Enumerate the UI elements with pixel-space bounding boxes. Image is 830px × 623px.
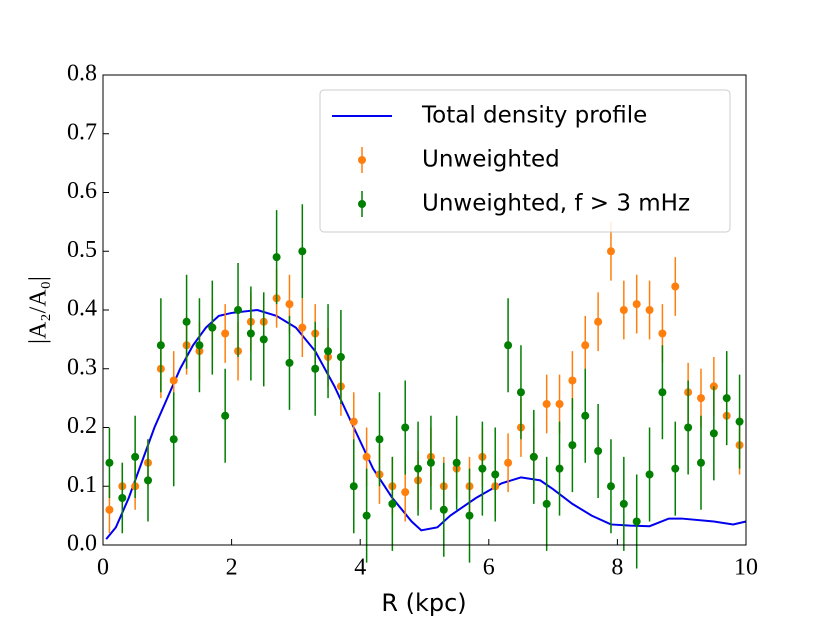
y-tick-label: 0.7	[67, 119, 97, 145]
data-point	[182, 317, 191, 326]
data-point	[645, 470, 654, 479]
data-point	[542, 400, 551, 408]
data-point	[285, 358, 294, 367]
data-point	[581, 341, 590, 350]
density-line	[105, 308, 747, 540]
data-point	[619, 306, 628, 314]
data-point	[246, 329, 255, 338]
legend-marker	[358, 200, 366, 208]
legend-label: Unweighted	[422, 147, 560, 173]
data-point	[388, 499, 397, 508]
data-point	[516, 388, 525, 397]
x-tick-label: 0	[97, 555, 109, 581]
data-point	[684, 423, 693, 432]
x-tick-label: 8	[611, 555, 623, 581]
x-axis-label: R (kpc)	[381, 589, 466, 617]
y-tick-label: 0.1	[67, 472, 97, 498]
data-point	[401, 488, 410, 497]
data-point	[658, 329, 667, 338]
x-tick-label: 6	[483, 555, 495, 581]
data-point	[696, 394, 705, 403]
data-point	[298, 247, 307, 256]
data-point	[336, 353, 345, 361]
y-tick-label: 0.8	[67, 61, 97, 87]
data-point	[169, 376, 178, 385]
data-point	[671, 464, 680, 473]
data-point	[671, 282, 680, 291]
data-point	[221, 329, 230, 338]
data-point	[504, 458, 513, 467]
data-point	[696, 458, 705, 467]
data-point	[375, 435, 384, 444]
data-point	[491, 470, 500, 479]
data-point	[272, 253, 281, 262]
data-point	[349, 417, 358, 426]
data-point	[105, 458, 114, 467]
legend-marker	[358, 156, 366, 164]
data-point	[632, 517, 641, 526]
data-point	[259, 335, 268, 344]
data-point	[568, 376, 577, 385]
data-point	[658, 388, 667, 397]
y-tick-label: 0.5	[67, 237, 97, 263]
y-tick-label: 0.0	[67, 531, 97, 557]
data-point	[606, 482, 615, 491]
data-point	[465, 511, 474, 520]
data-point	[594, 447, 603, 455]
data-point	[156, 341, 165, 350]
legend-label: Unweighted, f > 3 mHz	[422, 191, 690, 217]
data-point	[426, 458, 435, 467]
data-point	[645, 306, 654, 314]
data-point	[735, 417, 744, 426]
data-point	[529, 452, 538, 461]
data-point	[414, 464, 423, 473]
data-point	[478, 464, 487, 473]
y-axis-label: |A₂/A₀|	[26, 276, 52, 344]
data-point	[632, 300, 641, 309]
data-point	[311, 364, 320, 373]
x-tick-label: 2	[226, 555, 238, 581]
x-tick-label: 10	[734, 555, 758, 581]
data-point	[722, 394, 731, 403]
data-point	[285, 300, 294, 309]
legend-label: Total density profile	[421, 103, 647, 129]
data-point	[401, 423, 410, 432]
data-point	[568, 441, 577, 450]
data-point	[195, 341, 204, 350]
data-point	[118, 494, 127, 502]
plot-frame	[102, 74, 747, 546]
data-point	[221, 411, 230, 420]
data-point	[504, 341, 513, 350]
data-point	[362, 511, 371, 520]
data-point	[324, 347, 333, 356]
data-point	[298, 323, 307, 332]
data-point	[709, 429, 718, 438]
data-point	[105, 505, 114, 514]
y-tick-label: 0.3	[67, 354, 97, 380]
y-tick-label: 0.6	[67, 178, 97, 204]
data-point	[234, 306, 243, 314]
data-point	[555, 400, 564, 408]
legend-box	[319, 89, 731, 233]
data-point	[439, 505, 448, 514]
data-point	[606, 247, 615, 256]
data-point	[619, 499, 628, 508]
data-point	[131, 452, 140, 461]
data-point	[169, 435, 178, 444]
y-tick-label: 0.2	[67, 413, 97, 439]
x-tick-label: 4	[354, 555, 366, 581]
data-point	[144, 476, 153, 485]
data-point	[349, 482, 358, 491]
data-point	[452, 458, 461, 467]
data-point	[581, 411, 590, 420]
data-point	[208, 323, 217, 332]
data-point	[594, 317, 603, 326]
data-point	[542, 499, 551, 508]
y-tick-label: 0.4	[67, 296, 97, 322]
data-point	[362, 452, 371, 461]
data-point	[555, 464, 564, 473]
